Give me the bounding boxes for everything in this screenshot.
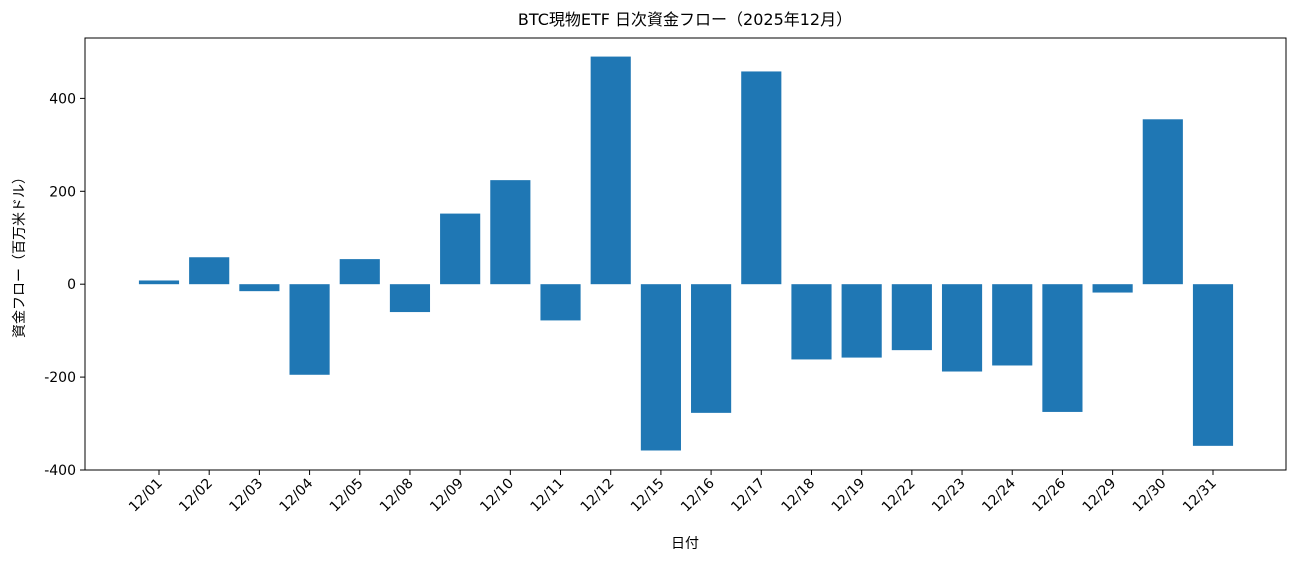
bar-12-12: [590, 56, 631, 285]
bar-12-26: [1042, 284, 1083, 412]
bar-12-31: [1192, 284, 1234, 446]
y-axis: -400 -200 0 200 400: [44, 91, 85, 479]
bar-12-24: [992, 284, 1033, 366]
bar-12-30: [1142, 119, 1183, 285]
bar-12-23: [941, 284, 983, 372]
x-tick-label: 12/16: [678, 475, 718, 515]
bar-12-09: [440, 213, 481, 285]
y-tick-label: 0: [67, 277, 76, 293]
bar-12-02: [189, 257, 230, 285]
bar-12-19: [841, 284, 882, 358]
y-tick-label: 400: [49, 91, 76, 107]
x-tick-label: 12/23: [929, 476, 969, 516]
x-tick-label: 12/01: [126, 476, 166, 516]
x-tick-label: 12/10: [477, 476, 517, 516]
bar-12-17: [741, 71, 782, 285]
x-axis: 12/01 12/02 12/03 12/04 12/05 12/08 12/09 12/10…: [126, 470, 1220, 515]
x-tick-label: 12/05: [327, 476, 367, 516]
x-tick-label: 12/24: [979, 475, 1019, 515]
x-tick-label: 12/08: [377, 476, 417, 516]
x-tick-label: 12/15: [628, 476, 668, 516]
x-tick-label: 12/03: [226, 476, 266, 516]
bar-12-08: [389, 284, 431, 313]
bar-12-04: [289, 284, 330, 375]
x-tick-label: 12/31: [1180, 476, 1220, 516]
x-tick-label: 12/04: [277, 475, 317, 515]
y-tick-label: -400: [44, 463, 76, 479]
y-axis-title: 資金フロー（百万米ドル）: [12, 170, 28, 338]
bar-12-15: [640, 284, 681, 451]
x-tick-label: 12/11: [528, 476, 568, 516]
y-tick-label: 200: [49, 184, 76, 200]
bar-12-05: [339, 259, 380, 285]
x-tick-label: 12/30: [1130, 476, 1170, 516]
x-tick-label: 12/02: [176, 476, 216, 516]
bar-12-29: [1092, 284, 1133, 293]
x-axis-title: 日付: [671, 536, 699, 552]
plot-area: [138, 56, 1234, 451]
bar-12-18: [791, 284, 832, 360]
plot-frame: [84, 37, 1287, 471]
x-tick-label: 12/12: [578, 476, 618, 516]
y-tick-label: -200: [44, 370, 76, 386]
x-tick-label: 12/09: [427, 476, 467, 516]
chart-title: BTC現物ETF 日次資金フロー（2025年12月）: [518, 10, 852, 29]
bar-12-16: [691, 284, 732, 413]
x-tick-label: 12/18: [778, 476, 818, 516]
bar-12-10: [490, 180, 531, 285]
bar-12-22: [891, 284, 932, 351]
x-tick-label: 12/22: [879, 476, 919, 516]
x-tick-label: 12/19: [829, 476, 869, 516]
x-tick-label: 12/29: [1080, 476, 1120, 516]
bar-12-11: [540, 284, 581, 321]
bar-12-03: [239, 284, 280, 292]
bar-12-01: [138, 280, 180, 285]
x-tick-label: 12/26: [1029, 475, 1069, 515]
x-tick-label: 12/17: [728, 476, 768, 516]
